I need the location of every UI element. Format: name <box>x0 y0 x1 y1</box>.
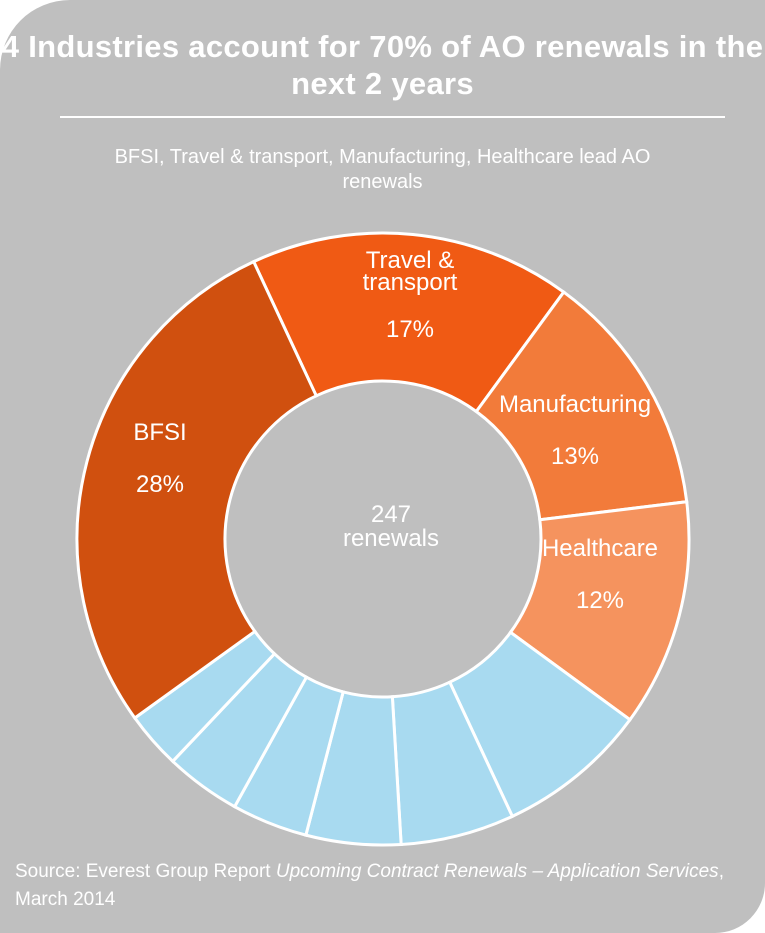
center-total-unit: renewals <box>343 525 439 552</box>
slice-value-label: 28% <box>136 471 184 498</box>
slice-category-label: transport <box>363 269 458 296</box>
slice-category-label: Travel & <box>366 247 454 274</box>
slice-category-label: Manufacturing <box>499 391 651 418</box>
source-date: , March 2014 <box>15 861 724 910</box>
center-total-value: 247 <box>371 501 411 528</box>
source-prefix: Source: Everest Group Report <box>15 861 276 882</box>
source-report-title: Upcoming Contract Renewals – Application… <box>275 861 719 882</box>
source-note: Source: Everest Group Report Upcoming Co… <box>15 858 765 914</box>
donut-slice-bfsi <box>75 259 319 721</box>
slice-category-label: BFSI <box>133 419 186 446</box>
chart-title: 4 Industries account for 70% of AO renew… <box>1 29 764 101</box>
slice-value-label: 13% <box>551 443 599 470</box>
donut-slice-manufacturing <box>474 289 689 522</box>
chart-subtitle: BFSI, Travel & transport, Manufacturing,… <box>114 146 651 193</box>
slice-value-label: 17% <box>386 316 434 343</box>
slice-category-label: Healthcare <box>542 535 658 562</box>
slice-value-label: 12% <box>576 587 624 614</box>
title-divider <box>60 116 725 118</box>
donut-slice-travel-transport <box>251 231 566 414</box>
